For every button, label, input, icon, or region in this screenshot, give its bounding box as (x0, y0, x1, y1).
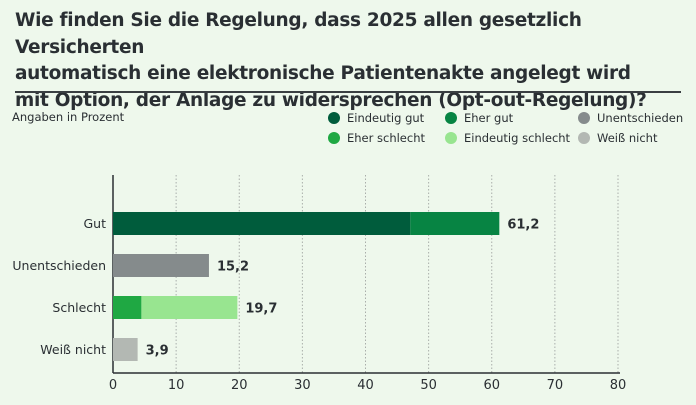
x-tick-label: 20 (231, 378, 248, 393)
legend-item: Eindeutig schlecht (445, 131, 570, 145)
legend-item: Eher gut (445, 111, 513, 125)
legend-swatch (445, 112, 457, 124)
bar-segment (113, 212, 411, 235)
title-divider (15, 91, 681, 93)
bar-segment (113, 338, 138, 361)
category-label: Schlecht (52, 300, 106, 315)
chart-subtitle: Angaben in Prozent (12, 110, 125, 124)
legend-item: Eher schlecht (328, 131, 425, 145)
legend-label: Eher schlecht (347, 131, 426, 145)
legend-swatch (328, 132, 340, 144)
bar-value-label: 61,2 (507, 218, 539, 233)
legend-item: Eindeutig gut (328, 111, 424, 125)
legend-item: Unentschieden (578, 111, 683, 125)
legend-swatch (578, 112, 590, 124)
legend-swatch (578, 132, 590, 144)
chart-title: Wie finden Sie die Regelung, dass 2025 a… (15, 8, 695, 114)
category-label: Gut (83, 216, 106, 231)
category-label: Weiß nicht (40, 342, 106, 357)
bar-value-label: 19,7 (245, 302, 277, 317)
x-tick-label: 50 (420, 378, 437, 393)
bar-value-label: 15,2 (217, 260, 249, 275)
title-line: mit Option, der Anlage zu widersprechen … (15, 89, 647, 111)
legend-item: Weiß nicht (578, 131, 657, 145)
bar-value-label: 3,9 (146, 344, 169, 359)
legend-label: Unentschieden (597, 111, 684, 125)
bar-segment (410, 212, 500, 235)
x-tick-label: 70 (547, 378, 564, 393)
x-tick-label: 30 (294, 378, 311, 393)
x-tick-label: 40 (357, 378, 374, 393)
legend-swatch (445, 132, 457, 144)
bar-segment (113, 296, 142, 319)
title-line: automatisch eine elektronische Patienten… (15, 63, 631, 84)
category-label: Unentschieden (12, 258, 106, 273)
legend-swatch (328, 112, 340, 124)
x-tick-label: 80 (610, 378, 627, 393)
x-tick-label: 10 (168, 378, 185, 393)
legend-label: Eindeutig schlecht (464, 131, 571, 145)
bar-segment (113, 254, 209, 277)
bar-segment (141, 296, 238, 319)
legend-label: Eindeutig gut (347, 111, 425, 125)
legend-label: Weiß nicht (597, 131, 658, 145)
x-tick-label: 60 (483, 378, 500, 393)
title-line: Wie finden Sie die Regelung, dass 2025 a… (15, 10, 582, 58)
x-tick-label: 0 (109, 378, 117, 393)
legend-label: Eher gut (464, 111, 514, 125)
